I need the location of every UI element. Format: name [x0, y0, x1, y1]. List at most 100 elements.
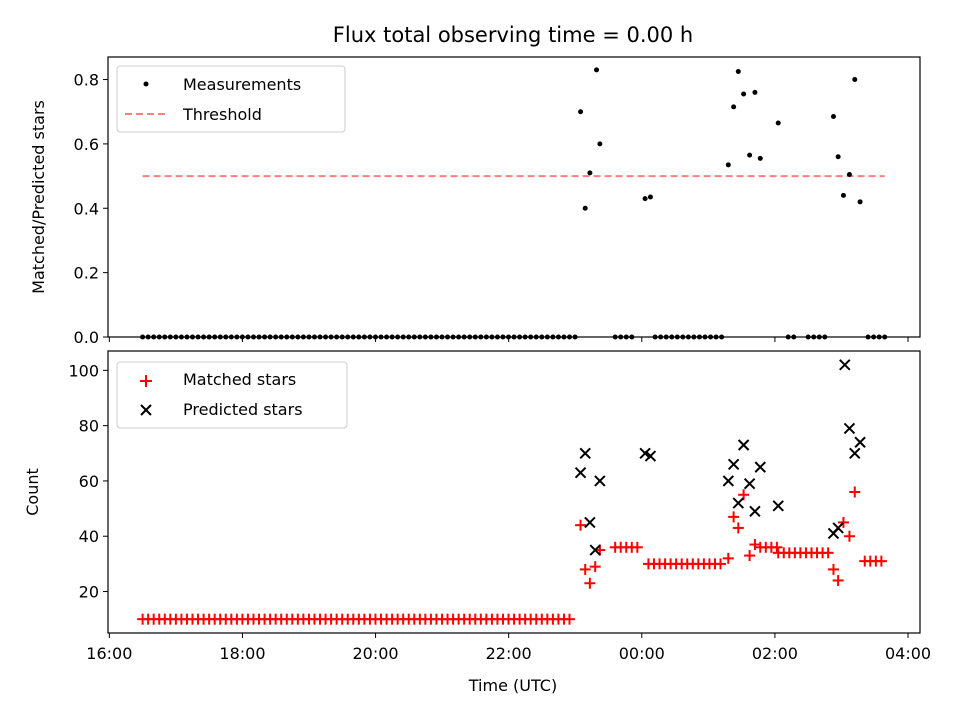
- predicted-point: [579, 447, 591, 460]
- measurement-point: [582, 205, 588, 211]
- measurement-point: [757, 155, 763, 161]
- predicted-point: [754, 461, 766, 473]
- top-axes-frame: [107, 56, 921, 338]
- measurement-point: [587, 170, 593, 176]
- matched-point: [631, 541, 643, 553]
- x-axis-label: Time (UTC): [468, 676, 557, 695]
- predicted-point: [839, 359, 851, 371]
- bottom-legend: Matched stars Predicted stars: [116, 361, 348, 429]
- matched-point: [575, 519, 587, 531]
- predicted-point: [644, 450, 657, 462]
- measurement-point: [725, 162, 731, 168]
- top-y-tick-label: 0.2: [74, 264, 99, 283]
- predicted-point: [589, 544, 601, 556]
- top-y-axis-label: Matched/Predicted stars: [29, 100, 48, 294]
- measurement-point: [852, 77, 858, 83]
- measurement-point: [747, 152, 753, 158]
- bottom-y-tick-label: 20: [79, 583, 99, 602]
- matched-point: [822, 547, 834, 559]
- predicted-point: [849, 447, 861, 460]
- matched-point: [837, 516, 849, 528]
- predicted-point: [832, 522, 844, 534]
- measurement-point: [830, 114, 836, 120]
- top-series-layer: [140, 67, 888, 340]
- top-y-tick-label: 0.4: [74, 199, 99, 218]
- legend-matched-marker: [140, 375, 152, 387]
- measurement-point: [840, 192, 846, 198]
- predicted-point: [749, 505, 761, 518]
- matched-point: [771, 541, 783, 553]
- x-tick-label: 16:00: [86, 644, 132, 663]
- matched-point: [875, 555, 887, 567]
- bottom-axes: 20 40 60 80 100 16:00 18:00 20:00 22:00 00:00 02:0…: [23, 350, 931, 695]
- x-tick-label: 22:00: [486, 644, 532, 663]
- bottom-y-tick-label: 60: [79, 472, 99, 491]
- legend-matched-label: Matched stars: [183, 370, 296, 389]
- matched-point: [589, 561, 601, 573]
- predicted-point: [732, 497, 745, 509]
- top-legend: Measurements Threshold: [116, 65, 346, 133]
- top-legend-box: [116, 65, 346, 133]
- x-tick-label: 04:00: [885, 644, 931, 663]
- predicted-point: [722, 475, 735, 487]
- bottom-ticks-layer: 20 40 60 80 100 16:00 18:00 20:00 22:00 00:00 02:0…: [68, 361, 931, 663]
- matched-point: [722, 552, 734, 564]
- predicted-point: [584, 516, 596, 529]
- matched-point: [564, 613, 576, 625]
- top-y-tick-label: 0.8: [74, 71, 99, 90]
- legend-predicted-label: Predicted stars: [183, 400, 303, 419]
- measurement-point: [835, 154, 841, 160]
- measurement-point: [857, 199, 863, 205]
- matched-point: [728, 511, 740, 523]
- measurement-point: [735, 68, 741, 74]
- predicted-point: [843, 422, 856, 435]
- x-tick-label: 02:00: [752, 644, 798, 663]
- matched-point: [715, 558, 727, 570]
- x-tick-label: 18:00: [219, 644, 265, 663]
- measurement-point: [578, 109, 584, 115]
- predicted-point: [772, 500, 784, 512]
- top-y-tick-label: 0.6: [74, 135, 99, 154]
- predicted-point: [594, 475, 606, 487]
- top-y-tick-label: 0.0: [74, 328, 99, 347]
- matched-point: [849, 486, 861, 498]
- matched-point: [749, 539, 761, 551]
- measurement-point: [741, 91, 747, 97]
- matched-point: [579, 563, 591, 575]
- bottom-series-layer: [137, 359, 887, 625]
- predicted-point: [727, 458, 740, 471]
- matched-point: [744, 550, 756, 562]
- bottom-y-tick-label: 40: [79, 527, 99, 546]
- matched-point: [827, 563, 839, 575]
- matched-point: [584, 577, 596, 589]
- chart-title: Flux total observing time = 0.00 h: [333, 23, 693, 47]
- predicted-point: [743, 477, 756, 490]
- predicted-point: [574, 466, 587, 479]
- measurement-point: [594, 67, 600, 73]
- legend-threshold-label: Threshold: [182, 105, 262, 124]
- legend-measurements-label: Measurements: [183, 75, 301, 94]
- measurement-point: [647, 194, 653, 200]
- predicted-point: [639, 447, 651, 460]
- top-ticks-layer: 0.0 0.2 0.4 0.6 0.8: [74, 71, 909, 347]
- bottom-y-tick-label: 80: [79, 417, 99, 436]
- measurement-point: [642, 196, 648, 202]
- bottom-y-tick-label: 100: [68, 361, 99, 380]
- x-tick-label: 20:00: [353, 644, 399, 663]
- measurement-point: [597, 141, 603, 147]
- x-tick-label: 00:00: [619, 644, 665, 663]
- predicted-point: [854, 436, 866, 448]
- legend-predicted-marker: [140, 404, 152, 416]
- matched-point: [832, 574, 844, 586]
- measurement-point: [846, 171, 852, 177]
- measurement-point: [752, 89, 758, 95]
- top-axes: 0.00.20.40.60.8 Matched/Predicted stars …: [29, 56, 921, 347]
- bottom-legend-box: [116, 361, 348, 429]
- matched-point: [843, 530, 855, 542]
- matched-point: [732, 522, 744, 534]
- bottom-y-axis-label: Count: [23, 468, 42, 516]
- bottom-axes-frame: [107, 350, 921, 634]
- measurement-point: [731, 104, 737, 110]
- legend-measurements-marker: [143, 81, 149, 87]
